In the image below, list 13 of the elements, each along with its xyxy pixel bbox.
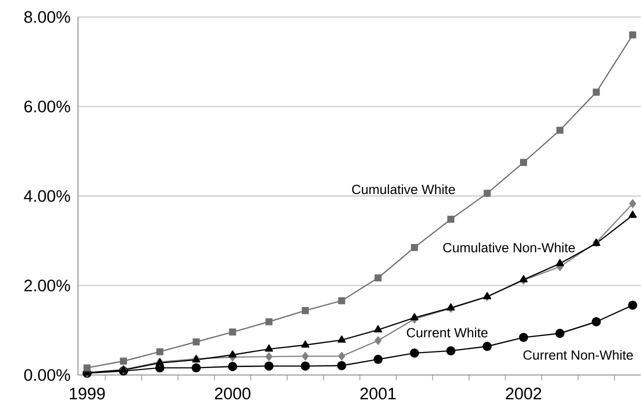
series-label: Current White <box>406 328 488 338</box>
x-tick-label: 2000 <box>214 388 250 400</box>
series-label: Cumulative White <box>352 184 455 194</box>
x-tick-label: 2001 <box>360 388 396 400</box>
y-tick-label: 0.00% <box>24 369 70 381</box>
y-tick-label: 4.00% <box>24 190 70 202</box>
x-tick-label: 1999 <box>70 388 105 400</box>
y-tick-label: 8.00% <box>24 11 70 23</box>
y-tick-label: 2.00% <box>24 280 70 292</box>
y-tick-label: 6.00% <box>24 100 70 112</box>
x-tick-label: 2002 <box>506 388 542 400</box>
series-label: Cumulative Non-White <box>443 242 575 252</box>
series-label: Current Non-White <box>523 350 633 360</box>
